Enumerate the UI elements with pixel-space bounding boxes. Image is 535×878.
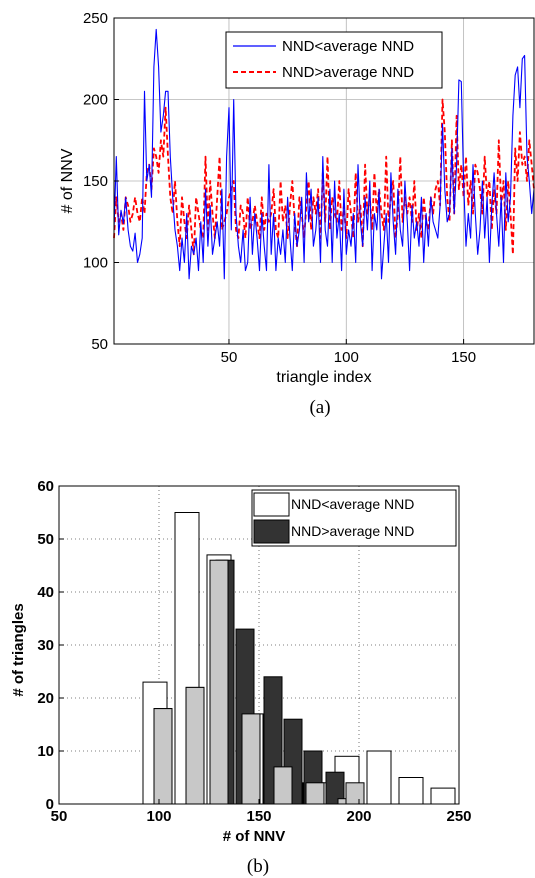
legend-swatch-dark [253, 519, 290, 544]
y-tick-label-b: 0 [46, 796, 54, 813]
x-tick-label-a: 150 [451, 349, 476, 366]
legend-label-a-0: NND<average NND [282, 38, 414, 55]
bar-overlap [209, 559, 229, 805]
y-tick-label-b: 60 [37, 478, 54, 495]
x-tick-label-b: 100 [146, 808, 171, 825]
legend-b: NND<average NND NND>average NND [251, 489, 457, 547]
x-tick-label-b: 50 [51, 808, 68, 825]
y-tick-label-a: 200 [83, 92, 108, 109]
y-tick-label-b: 20 [37, 690, 54, 707]
series-line-blue [113, 28, 535, 280]
bar-overlap [185, 686, 205, 805]
y-tick-label-a: 250 [83, 10, 108, 27]
x-axis-label-a: triangle index [276, 369, 371, 386]
bar-white [430, 787, 456, 805]
bar-overlap [273, 766, 293, 805]
y-tick-label-b: 50 [37, 531, 54, 548]
y-tick-label-b: 40 [37, 584, 54, 601]
x-tick-label-b: 200 [346, 808, 371, 825]
caption-a: (a) [309, 397, 330, 418]
legend-label-a-1: NND>average NND [282, 64, 414, 81]
legend-swatch-white [253, 492, 290, 517]
line-chart-panel: 50 100 150 50 100 150 200 250 NND<average NND N… [59, 10, 535, 418]
bar-overlap [305, 782, 325, 805]
x-axis-label-b: # of NNV [223, 828, 286, 845]
y-axis-label-a: # of NNV [59, 148, 76, 213]
y-tick-label-b: 10 [37, 743, 54, 760]
bar-overlap [241, 713, 261, 805]
y-tick-label-b: 30 [37, 637, 54, 654]
y-tick-label-a: 100 [83, 255, 108, 272]
bar-white [398, 777, 424, 805]
x-tick-label-a: 50 [221, 349, 238, 366]
legend-label-b-1: NND>average NND [291, 523, 414, 539]
series-group-a [113, 28, 535, 280]
y-tick-label-a: 50 [91, 336, 108, 353]
histogram-panel: 50 100 150 200 250 0 10 20 30 40 50 60 NND<average … [10, 478, 472, 877]
bar-overlap [153, 708, 173, 805]
y-tick-label-a: 150 [83, 173, 108, 190]
caption-b: (b) [247, 856, 269, 877]
axis-ticks-a: 50 100 150 50 100 150 200 250 [83, 10, 476, 366]
bars-group-b [142, 512, 456, 805]
axis-ticks-b: 50 100 150 200 250 0 10 20 30 40 50 60 [37, 478, 471, 825]
bar-white [366, 750, 392, 805]
x-tick-label-b: 250 [446, 808, 471, 825]
legend-a: NND<average NND NND>average NND [225, 31, 443, 89]
legend-box-a [225, 31, 443, 89]
y-axis-label-b: # of triangles [10, 603, 27, 696]
x-tick-label-a: 100 [334, 349, 359, 366]
legend-label-b-0: NND<average NND [291, 496, 414, 512]
bar-overlap [345, 782, 365, 805]
x-tick-label-b: 150 [246, 808, 271, 825]
